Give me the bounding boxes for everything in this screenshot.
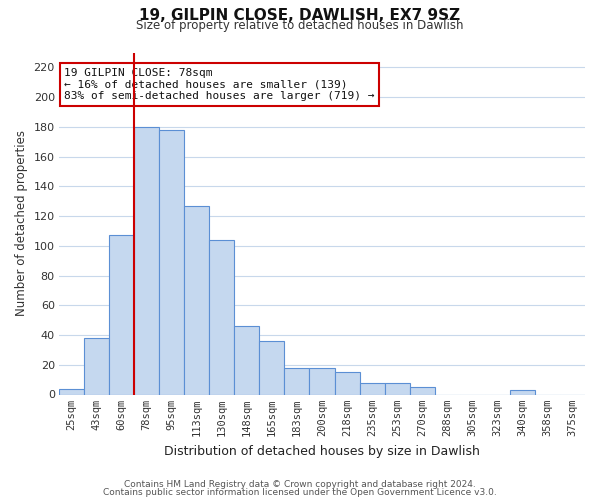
Text: 19 GILPIN CLOSE: 78sqm
← 16% of detached houses are smaller (139)
83% of semi-de: 19 GILPIN CLOSE: 78sqm ← 16% of detached…	[64, 68, 375, 101]
Bar	[335, 372, 359, 394]
Bar	[259, 341, 284, 394]
Bar	[184, 206, 209, 394]
X-axis label: Distribution of detached houses by size in Dawlish: Distribution of detached houses by size …	[164, 444, 480, 458]
Bar	[410, 387, 435, 394]
Text: 19, GILPIN CLOSE, DAWLISH, EX7 9SZ: 19, GILPIN CLOSE, DAWLISH, EX7 9SZ	[139, 8, 461, 22]
Text: Size of property relative to detached houses in Dawlish: Size of property relative to detached ho…	[136, 19, 464, 32]
Bar	[209, 240, 235, 394]
Bar	[59, 388, 84, 394]
Bar	[109, 236, 134, 394]
Text: Contains public sector information licensed under the Open Government Licence v3: Contains public sector information licen…	[103, 488, 497, 497]
Y-axis label: Number of detached properties: Number of detached properties	[15, 130, 28, 316]
Bar	[159, 130, 184, 394]
Bar	[134, 127, 159, 394]
Bar	[510, 390, 535, 394]
Bar	[84, 338, 109, 394]
Bar	[385, 382, 410, 394]
Bar	[235, 326, 259, 394]
Bar	[359, 382, 385, 394]
Bar	[284, 368, 310, 394]
Bar	[310, 368, 335, 394]
Text: Contains HM Land Registry data © Crown copyright and database right 2024.: Contains HM Land Registry data © Crown c…	[124, 480, 476, 489]
